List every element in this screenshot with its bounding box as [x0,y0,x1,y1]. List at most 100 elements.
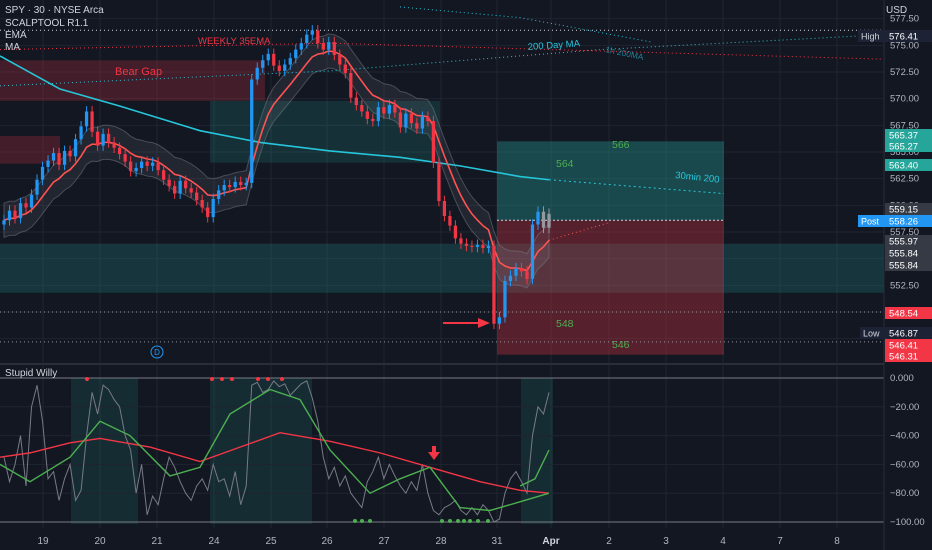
candle-body [90,111,94,132]
currency-label[interactable]: USD [886,5,908,16]
high-tag-label: High [861,32,880,42]
candle-body [332,42,336,55]
indicator-label-scalptool[interactable]: SCALPTOOL R1.1 [5,18,89,29]
price-badge-label: 558.26 [889,217,918,228]
candle-body [398,112,402,128]
price-badge [885,235,932,247]
candle-body [486,245,491,248]
candle-body [288,58,292,65]
candle-body [62,150,67,165]
price-badge-label: 555.84 [889,249,918,260]
price-badge [885,30,932,42]
price-badge [885,259,932,271]
overbought-dot [85,377,89,381]
level-548-label: 548 [556,318,574,330]
price-tick-label: 575.00 [890,40,919,51]
candle-body [84,111,89,127]
oscillator-tick-label: −20.00 [890,402,919,413]
candle-body [420,116,425,129]
candle-body [387,105,391,114]
price-axis-background [884,0,932,550]
candle-body [525,271,529,279]
candle-body [29,194,34,208]
oscillator-title[interactable]: Stupid Willy [5,368,58,379]
price-tick-label: 572.50 [890,67,919,78]
time-tick-label: 19 [37,536,49,547]
candle-body [310,30,314,35]
candle-body [106,133,111,143]
candle-body [283,64,287,71]
oscillator-fast-line [0,388,550,512]
candle-body [327,42,331,50]
candle-body [437,162,441,202]
time-tick-label: 8 [834,536,840,547]
price-badge [885,339,932,351]
price-badge [885,247,932,259]
oversold-dot [360,519,364,523]
time-tick-label: 2 [606,536,612,547]
candle-body [134,168,138,172]
candle-body [360,105,364,112]
price-badge [885,215,932,227]
price-badge-label: 565.27 [889,142,918,153]
candle-body [156,162,160,171]
indicator-label-ema[interactable]: EMA [5,30,27,41]
candle-body [123,154,127,162]
candle-body [459,238,463,244]
time-tick-label: 27 [378,536,390,547]
price-badge-label: 546.41 [889,341,918,352]
candle-body [151,162,155,166]
candle-body [448,216,452,226]
projection-stop-box [497,220,724,355]
price-badge-label: 576.41 [889,32,918,43]
time-tick-label: Apr [542,536,559,547]
red-zone-left [0,136,60,164]
candle-body [272,53,276,66]
candle-body [514,268,518,276]
candle-body [475,244,480,247]
level-546-label: 546 [612,339,630,351]
price-badge [885,307,932,319]
candle-body [250,79,254,183]
candle-body [2,220,6,225]
candle-body [277,65,281,71]
symbol-title[interactable]: SPY · 30 · NYSE Arca [5,5,104,16]
price-badge-label: 546.31 [889,352,918,363]
oversold-dot [456,519,460,523]
candle-body [464,243,469,246]
candle-body [189,188,193,193]
projection-target-box [497,141,724,221]
candle-body [409,113,414,124]
candle-body [431,121,436,163]
price-tick-label: 567.50 [890,120,919,131]
candle-body [349,73,353,98]
candle-body [18,203,23,219]
time-tick-label: 21 [151,536,163,547]
candle-body [481,244,485,248]
candle-body [117,147,122,155]
candle-body [294,49,298,59]
oversold-dot [486,519,490,523]
indicator-label-ma[interactable]: MA [5,42,20,53]
candle-body [40,166,45,180]
time-tick-label: 28 [435,536,447,547]
price-badge-label: 565.37 [889,131,918,142]
oversold-dot [476,519,480,523]
candle-body [376,107,380,122]
candle-body [261,60,265,68]
candle-body [305,34,309,44]
candle-body [442,201,447,216]
price-tick-label: 562.50 [890,174,919,185]
candle-body [371,118,375,122]
min30-ma-label: 30min 200 [675,170,720,186]
candle-body [173,186,177,194]
price-badge [885,203,932,215]
candle-body [228,185,232,188]
candle-body [73,139,78,157]
price-badge [885,140,932,152]
candle-body [508,275,513,282]
price-badge-label: 555.97 [889,237,918,248]
oscillator-tick-label: −40.00 [890,431,919,442]
candle-body [217,190,221,199]
